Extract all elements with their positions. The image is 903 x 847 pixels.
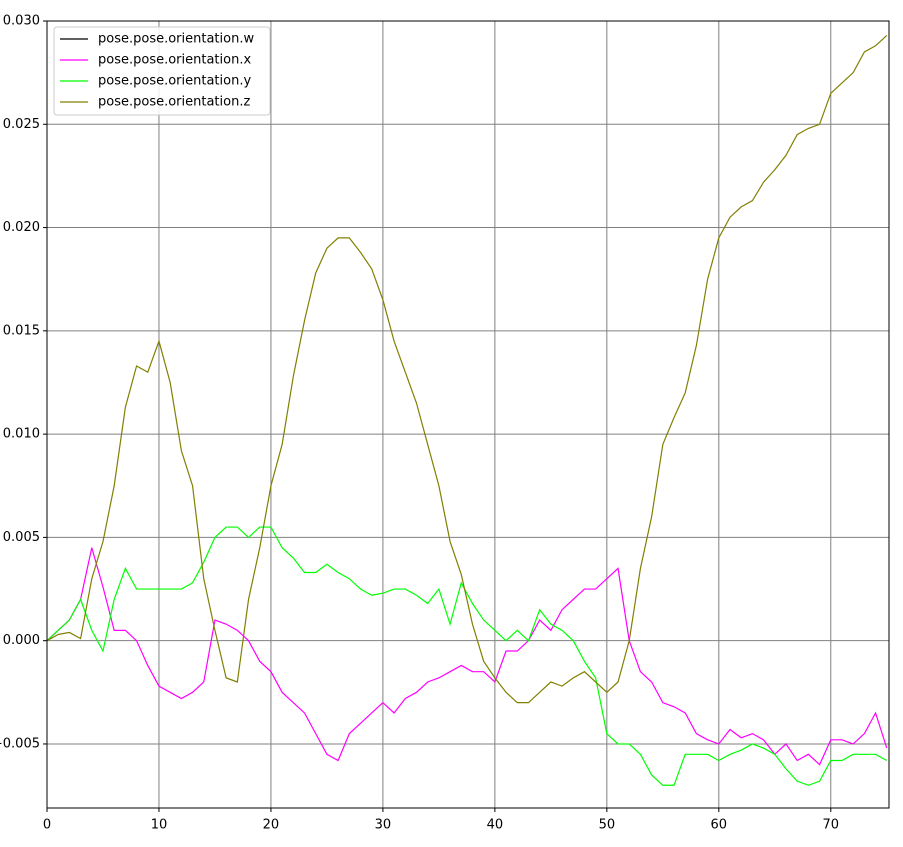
- series-line: [47, 35, 888, 704]
- y-tick-label: 0.030: [3, 14, 40, 29]
- legend-label: pose.pose.orientation.y: [98, 74, 251, 89]
- plot-frame: [46, 20, 890, 809]
- x-tick-label: 40: [487, 818, 504, 833]
- legend: pose.pose.orientation.w pose.pose.orienta…: [53, 26, 271, 116]
- y-tick-label: −0.005: [0, 736, 40, 751]
- x-tick-label: 50: [599, 818, 616, 833]
- grid: [46, 20, 889, 808]
- legend-label: pose.pose.orientation.x: [98, 53, 251, 68]
- ticks: 0 10 20 30 40 50 60 70 −0.005 0.000 0.005 0.010 0.01…: [0, 14, 839, 833]
- x-tick-label: 30: [375, 818, 392, 833]
- y-tick-label: 0.015: [3, 323, 40, 338]
- plot-lines: [47, 35, 888, 786]
- y-tick-label: 0.010: [3, 427, 40, 442]
- y-tick-label: 0.000: [3, 633, 40, 648]
- x-tick-label: 20: [263, 818, 280, 833]
- legend-label: pose.pose.orientation.w: [98, 32, 254, 47]
- y-tick-label: 0.025: [3, 117, 40, 132]
- x-tick-label: 60: [711, 818, 728, 833]
- x-tick-label: 70: [823, 818, 840, 833]
- series-line: [47, 547, 888, 766]
- legend-box: [53, 26, 271, 116]
- legend-label: pose.pose.orientation.z: [98, 95, 250, 110]
- y-tick-label: 0.020: [3, 220, 40, 235]
- x-tick-label: 10: [151, 818, 168, 833]
- series-line: [47, 526, 888, 786]
- y-tick-label: 0.005: [3, 530, 40, 545]
- x-tick-label: 0: [43, 818, 51, 833]
